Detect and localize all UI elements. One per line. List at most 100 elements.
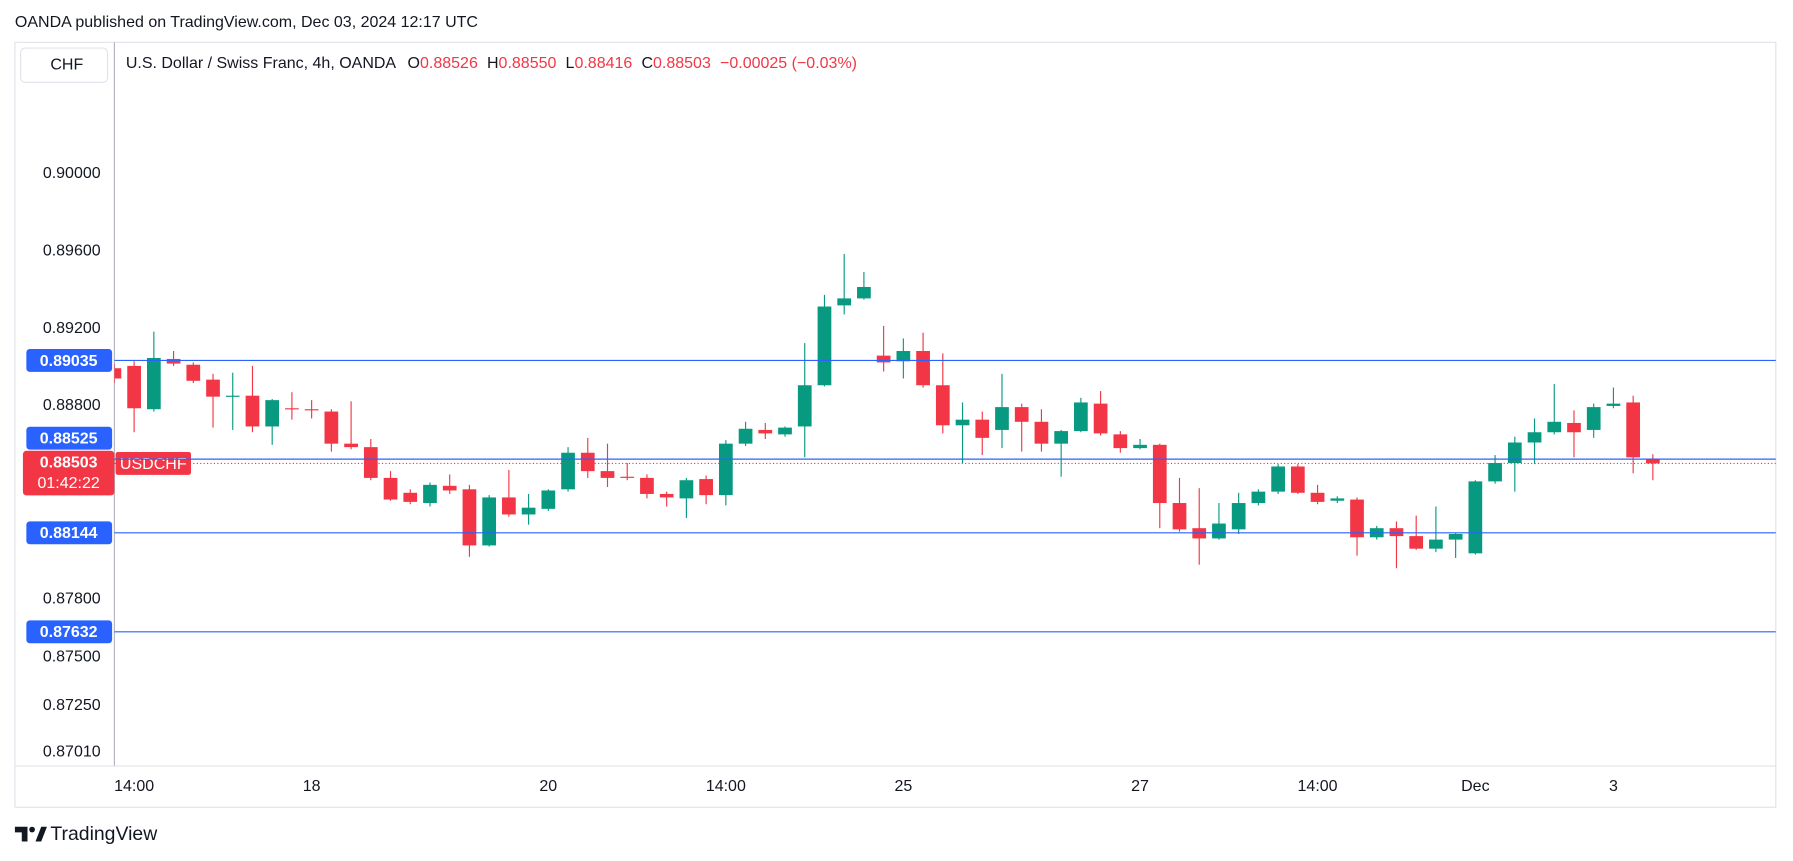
candle-body — [797, 385, 812, 427]
candle-body — [114, 368, 122, 379]
candle-body — [225, 395, 240, 397]
candle-body — [561, 452, 575, 490]
publish-header: OANDA published on TradingView.com, Dec … — [15, 14, 478, 31]
candle-body — [1231, 503, 1246, 530]
candle-body — [1488, 463, 1502, 482]
chart-frame — [14, 41, 1777, 808]
candle-body — [403, 492, 418, 502]
last-price-label-bg — [22, 450, 115, 496]
y-tick-label: 0.90000 — [43, 165, 101, 182]
candle-body — [640, 477, 654, 494]
axis-overlay: 0.89035 0.88525 0.88144 0.87632 0.88503 01:42… — [22, 349, 192, 644]
candle-body — [462, 489, 477, 546]
currency-button[interactable] — [20, 47, 109, 83]
candle-body — [817, 306, 832, 386]
candle-body — [718, 443, 733, 496]
currency-label[interactable]: CHF — [50, 56, 83, 73]
candle-body — [1310, 492, 1325, 502]
candle-body — [600, 471, 615, 478]
candle-body — [1429, 539, 1443, 549]
candle-body — [423, 484, 437, 504]
y-tick-label: 0.88800 — [43, 397, 101, 414]
x-tick-label: 14:00 — [114, 778, 154, 795]
x-tick-label: 18 — [303, 778, 321, 795]
price-line-label: 0.89035 — [40, 353, 98, 370]
candle-body — [146, 357, 161, 410]
y-tick-label: 0.87500 — [43, 649, 101, 666]
candle-body — [1389, 528, 1404, 537]
candle-body — [1271, 466, 1285, 492]
y-tick-label: 0.87800 — [43, 591, 101, 608]
candle-body — [1074, 402, 1088, 432]
last-price-label: 0.88503 — [40, 455, 98, 472]
candle-body — [1054, 431, 1069, 444]
candle-body — [857, 286, 871, 299]
candle-body — [778, 427, 792, 435]
candle-body — [995, 407, 1009, 430]
candle-body — [679, 480, 694, 499]
x-tick-label: Dec — [1461, 778, 1489, 795]
legend-value: 0.88416 — [574, 55, 632, 72]
candle-body — [1507, 442, 1522, 464]
candle-body — [1212, 523, 1226, 539]
candle-body — [975, 419, 990, 438]
candle-body — [1113, 434, 1128, 449]
candle-body — [1409, 536, 1424, 549]
tradingview-logo — [14, 826, 47, 842]
candle-body — [758, 429, 773, 434]
candle-body — [580, 452, 595, 472]
candle-body — [363, 447, 378, 478]
candle-body — [521, 507, 536, 515]
candle-body — [1014, 407, 1029, 422]
x-tick-label: 14:00 — [706, 778, 746, 795]
legend-value: 0.88550 — [499, 55, 557, 72]
y-tick-label: 0.87250 — [43, 697, 101, 714]
price-line-label-bg — [26, 620, 113, 644]
symbol-tag-bg — [115, 451, 192, 475]
candle-body — [1172, 503, 1187, 530]
candle-body — [1034, 421, 1049, 444]
symbol-tag: USDCHF — [120, 456, 187, 473]
candle-body — [1586, 407, 1601, 430]
candle-body — [1646, 458, 1660, 464]
candle-body — [1626, 402, 1641, 458]
x-tick-label: 27 — [1131, 778, 1149, 795]
candle-body — [1350, 499, 1364, 538]
candle-body — [1606, 403, 1621, 406]
price-line-label-bg — [26, 521, 113, 545]
legend-title: U.S. Dollar / Swiss Franc, 4h, OANDA — [126, 55, 397, 72]
x-tick-label: 3 — [1609, 778, 1618, 795]
candle-body — [837, 298, 852, 306]
legend-key: C — [641, 55, 653, 72]
candle-body — [659, 493, 674, 498]
x-tick-label: 14:00 — [1298, 778, 1338, 795]
legend-key: L — [566, 55, 575, 72]
candle-body — [620, 476, 635, 478]
candle-body — [1448, 533, 1463, 540]
candle-body — [127, 365, 141, 409]
candle-body — [935, 385, 950, 426]
candle-body — [482, 497, 497, 546]
candle-body — [265, 400, 280, 427]
candle-body — [324, 411, 339, 444]
candle-body — [186, 364, 201, 381]
candle-body — [1251, 491, 1266, 504]
candle-body — [1093, 403, 1108, 434]
candle-body — [1468, 481, 1483, 554]
candle-body — [285, 408, 299, 410]
candle-body — [1290, 466, 1305, 493]
price-line-label-bg — [26, 349, 113, 372]
candle-body — [916, 351, 930, 386]
plot-area — [114, 253, 1776, 569]
y-tick-label: 0.87010 — [43, 743, 101, 760]
legend-key: O — [408, 55, 420, 72]
candle-body — [1330, 498, 1345, 501]
candle-body — [541, 490, 556, 509]
candle-body — [955, 419, 970, 426]
price-line-label-bg — [26, 426, 113, 450]
y-tick-label: 0.89200 — [43, 320, 101, 337]
candle-body — [206, 379, 220, 397]
candle-body — [699, 479, 713, 496]
